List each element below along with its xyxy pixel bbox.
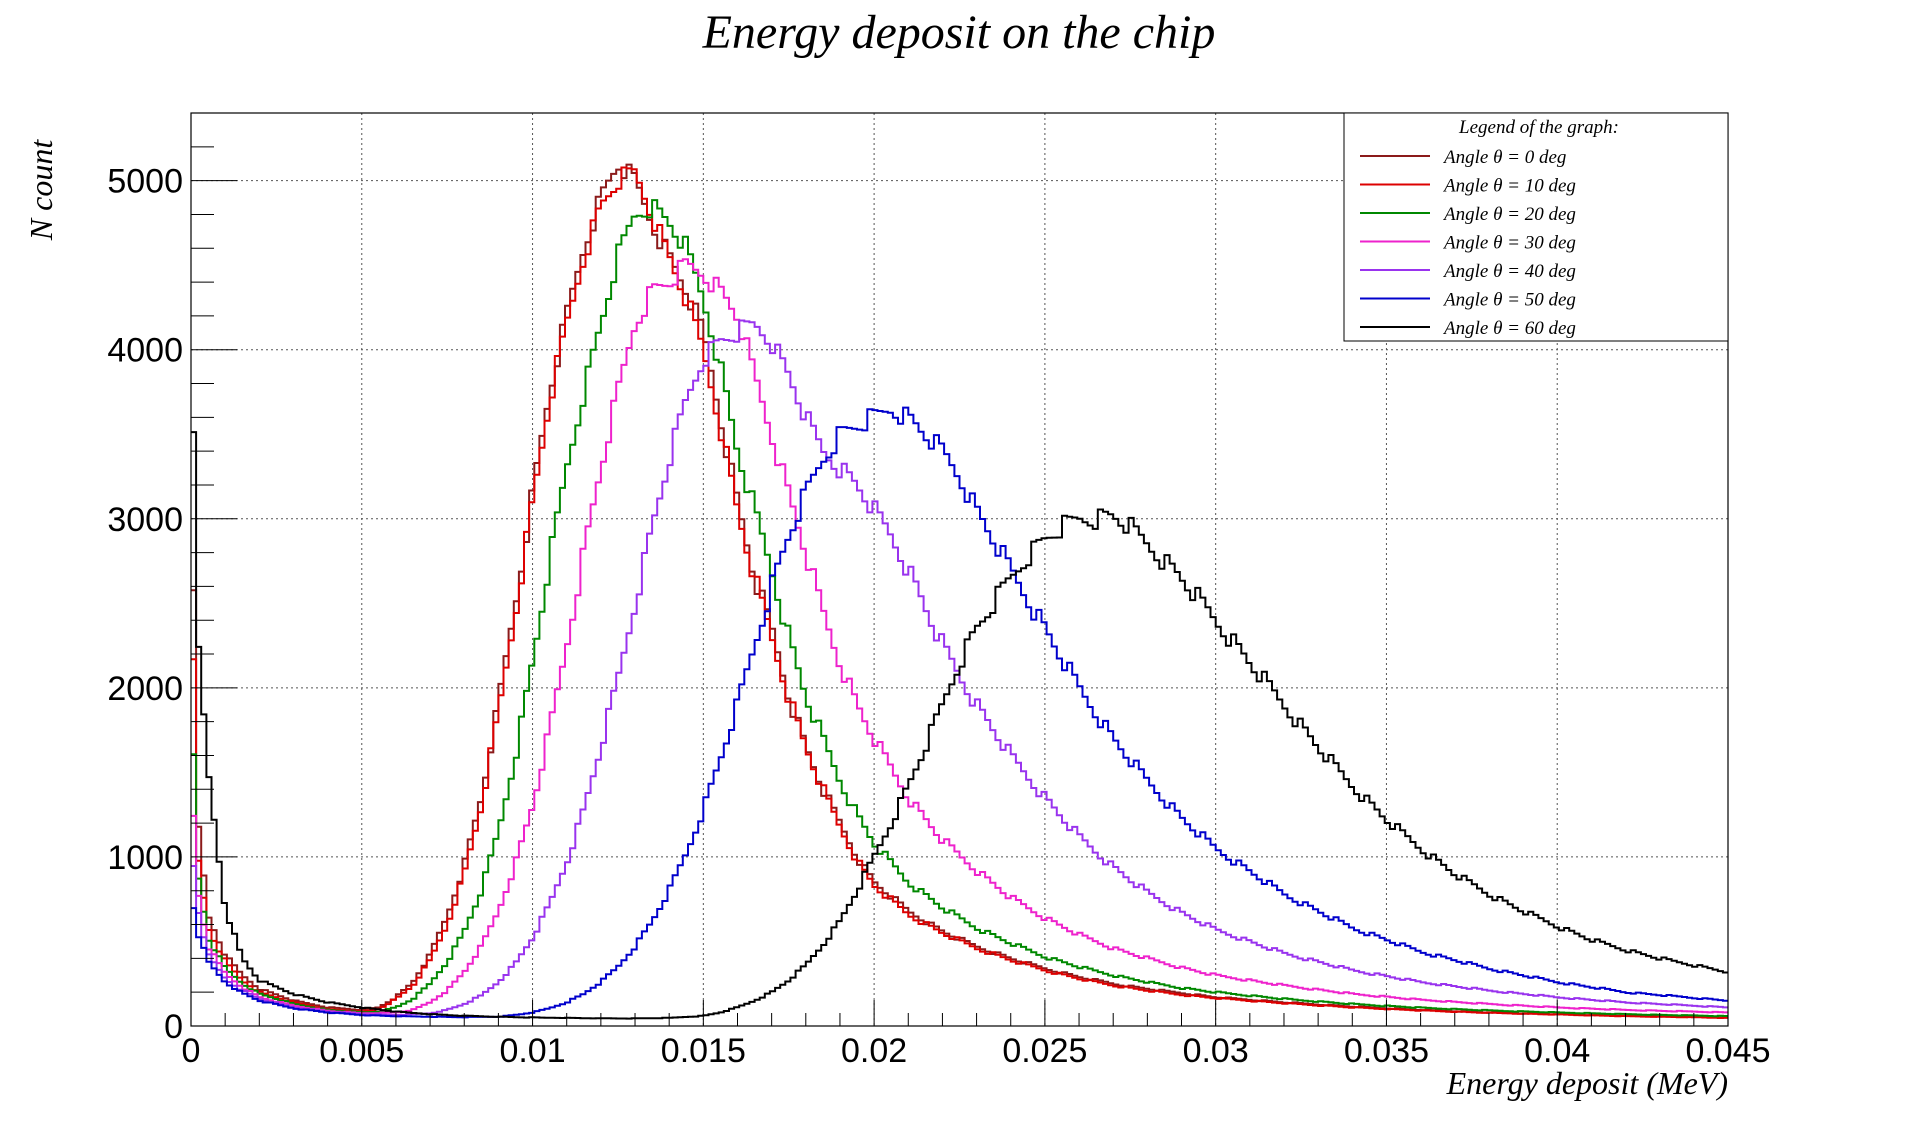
x-tick-label: 0.005 (319, 1032, 404, 1070)
legend-label: Angle θ = 30 deg (1442, 233, 1576, 254)
plot-series (191, 163, 1728, 1020)
legend-label: Angle θ = 10 deg (1442, 176, 1576, 197)
series-line-4 (191, 258, 1728, 1015)
legend-label: Angle θ = 50 deg (1442, 290, 1576, 311)
legend-label: Angle θ = 40 deg (1442, 261, 1576, 282)
legend-box (1343, 112, 1729, 342)
y-tick-label: 0 (164, 1008, 183, 1046)
legend: Legend of the graph: Angle θ = 0 degAngl… (1343, 112, 1729, 342)
x-tick-label: 0.035 (1344, 1032, 1429, 1070)
x-tick-label: 0.01 (499, 1032, 565, 1070)
series-line-5 (191, 319, 1728, 1016)
legend-entries: Angle θ = 0 deg Angle θ = 10 deg Angle θ =… (1360, 147, 1576, 339)
series-line-2 (191, 166, 1728, 1019)
x-tick-label: 0.025 (1002, 1032, 1087, 1070)
series-line-7 (191, 431, 1728, 1020)
y-tick-label: 4000 (107, 332, 183, 370)
x-tick-label: 0 (182, 1032, 201, 1070)
x-tick-label: 0.04 (1524, 1032, 1590, 1070)
axis-tick-labels: 0 0.005 0.01 0.015 0.02 0.025 0.03 0.035 0.04 0.0… (107, 163, 1770, 1070)
y-axis-label: N count (23, 139, 59, 242)
x-axis-label: Energy deposit (MeV) (1446, 1065, 1728, 1101)
x-tick-label: 0.03 (1183, 1032, 1249, 1070)
y-tick-label: 1000 (107, 839, 183, 877)
y-tick-label: 2000 (107, 670, 183, 708)
y-tick-label: 5000 (107, 163, 183, 201)
legend-title: Legend of the graph: (1458, 117, 1619, 138)
series-line-3 (191, 199, 1728, 1018)
y-tick-label: 3000 (107, 501, 183, 539)
axis-ticks (190, 112, 1729, 1027)
series-line-6 (191, 406, 1728, 1019)
x-tick-label: 0.015 (661, 1032, 746, 1070)
x-tick-label: 0.045 (1685, 1032, 1770, 1070)
legend-label: Angle θ = 0 deg (1442, 147, 1566, 168)
plot-frame (190, 112, 1729, 1027)
legend-label: Angle θ = 20 deg (1442, 204, 1576, 225)
legend-label: Angle θ = 60 deg (1442, 318, 1576, 339)
chart-title: Energy deposit on the chip (702, 6, 1216, 59)
x-tick-label: 0.02 (841, 1032, 907, 1070)
